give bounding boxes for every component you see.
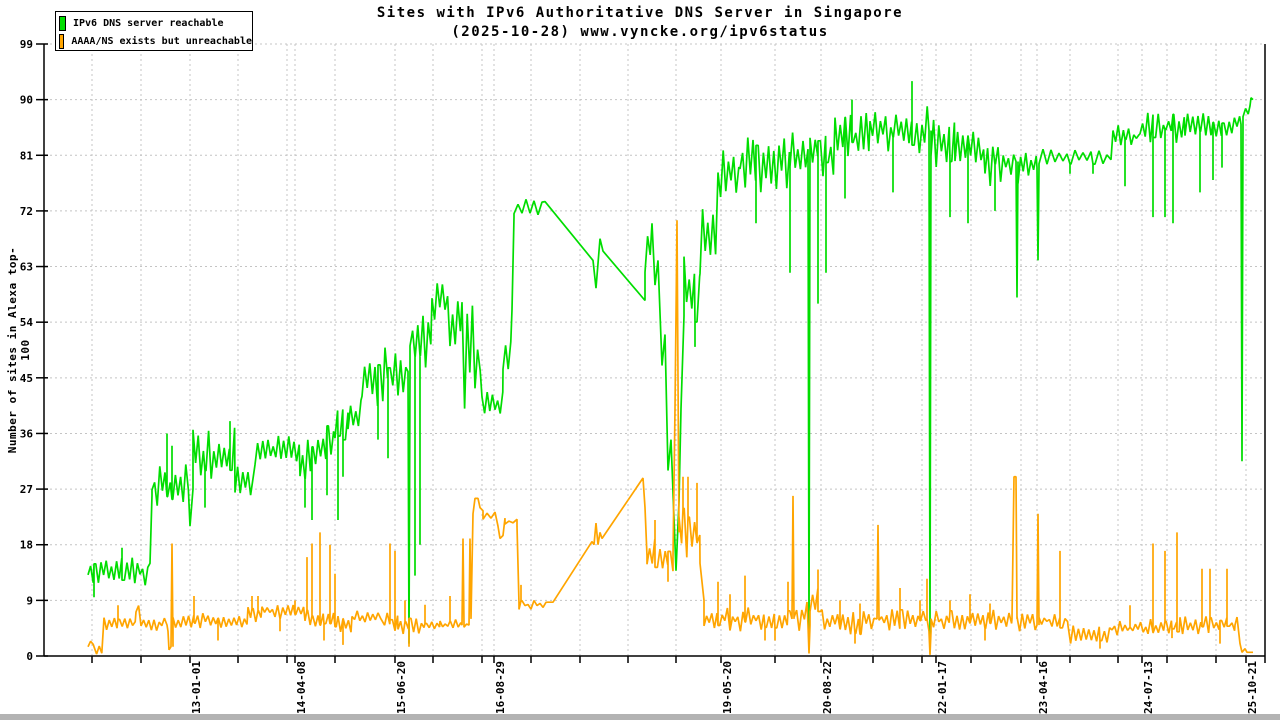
svg-text:36: 36 bbox=[20, 427, 34, 440]
x-axis-tick-labels: 2013-01-01 2014-04-08 2015-06-20 2016-08-29… bbox=[190, 661, 1259, 720]
svg-text:2023-04-16: 2023-04-16 bbox=[1037, 661, 1050, 720]
legend-row-unreachable: AAAA/NS exists but unreachable bbox=[59, 32, 252, 50]
chart-title: Sites with IPv6 Authoritative DNS Server… bbox=[376, 5, 904, 21]
plot-border bbox=[43, 44, 1266, 657]
svg-text:2025-10-21: 2025-10-21 bbox=[1246, 661, 1259, 720]
legend-label-unreachable: AAAA/NS exists but unreachable bbox=[71, 35, 252, 47]
svg-text:45: 45 bbox=[20, 372, 33, 385]
orange-series-swatch-icon bbox=[59, 33, 65, 49]
svg-text:2014-04-08: 2014-04-08 bbox=[295, 661, 308, 720]
svg-text:2013-01-01: 2013-01-01 bbox=[190, 661, 203, 720]
legend-label-reachable: IPv6 DNS server reachable bbox=[73, 17, 224, 29]
green-series-swatch-icon bbox=[59, 15, 66, 31]
bottom-edge-strip bbox=[0, 714, 1280, 720]
svg-text:90: 90 bbox=[20, 94, 33, 107]
svg-text:2022-01-17: 2022-01-17 bbox=[936, 661, 949, 720]
svg-text:18: 18 bbox=[20, 539, 33, 552]
legend-box: IPv6 DNS server reachable AAAA/NS exists… bbox=[55, 11, 253, 51]
data-series bbox=[87, 81, 1254, 655]
svg-text:54: 54 bbox=[20, 316, 34, 329]
svg-text:2019-05-20: 2019-05-20 bbox=[721, 661, 734, 720]
svg-text:2024-07-13: 2024-07-13 bbox=[1142, 661, 1155, 720]
axis-tick-marks bbox=[36, 43, 1266, 663]
svg-text:2015-06-20: 2015-06-20 bbox=[395, 661, 408, 720]
svg-text:27: 27 bbox=[20, 483, 33, 496]
y-axis-tick-labels: 0 9 18 27 36 45 54 63 72 81 90 99 bbox=[20, 38, 34, 663]
svg-text:99: 99 bbox=[20, 38, 33, 51]
vertical-gridlines bbox=[91, 44, 1266, 655]
svg-text:81: 81 bbox=[20, 149, 34, 162]
horizontal-gridlines bbox=[45, 43, 1264, 601]
svg-text:72: 72 bbox=[20, 205, 33, 218]
svg-text:63: 63 bbox=[20, 261, 33, 274]
legend-row-reachable: IPv6 DNS server reachable bbox=[59, 14, 252, 32]
svg-text:9: 9 bbox=[26, 594, 33, 607]
svg-text:0: 0 bbox=[26, 650, 33, 663]
svg-text:2016-08-29: 2016-08-29 bbox=[494, 661, 507, 720]
chart-subtitle: (2025-10-28) www.vyncke.org/ipv6status bbox=[451, 24, 829, 40]
svg-text:2020-08-22: 2020-08-22 bbox=[821, 661, 834, 720]
